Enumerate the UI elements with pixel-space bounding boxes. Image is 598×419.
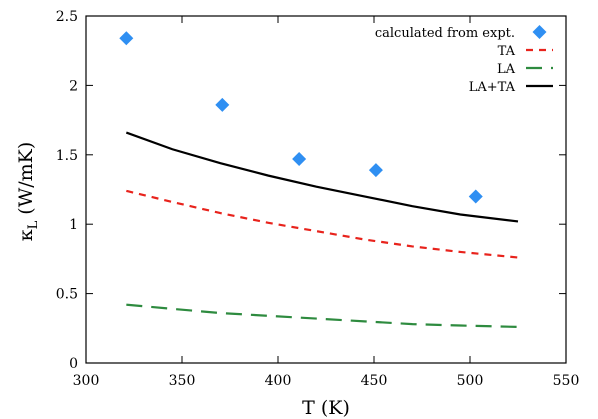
series-line-2 xyxy=(126,303,519,329)
legend-label-1: TA xyxy=(498,44,516,59)
y-axis-unit: (W/mK) xyxy=(15,142,37,221)
data-point-411 xyxy=(292,151,307,166)
y-axis-symbol: κ xyxy=(15,229,37,241)
plot-frame xyxy=(85,15,567,364)
legend-label-3: LA+TA xyxy=(469,80,516,95)
x-tick-label-300: 300 xyxy=(73,373,100,389)
y-axis-title: κL (W/mK) xyxy=(15,142,41,242)
data-point-451 xyxy=(368,163,383,178)
x-tick-label-400: 400 xyxy=(265,373,292,389)
x-tick-labels: 300 350 400 450 500 550 xyxy=(73,373,580,389)
y-tick-label-1: 1 xyxy=(69,217,78,233)
legend-label-2: LA xyxy=(497,62,516,77)
legend-swatch-0 xyxy=(532,25,547,39)
y-tick-label-2: 2 xyxy=(69,78,78,94)
x-tick-label-550: 550 xyxy=(553,373,580,389)
y-tick-label-1.5: 1.5 xyxy=(56,148,78,164)
y-axis-subscript: L xyxy=(26,220,41,229)
y-tick-label-2.5: 2.5 xyxy=(56,9,78,25)
y-tick-label-0.5: 0.5 xyxy=(56,287,78,303)
series-line-3 xyxy=(125,131,519,223)
x-tick-label-450: 450 xyxy=(361,373,388,389)
x-axis-title: T (K) xyxy=(302,397,350,419)
legend: calculated from expt. TA LA LA+TA xyxy=(375,25,553,95)
plot-series xyxy=(119,31,519,329)
x-tick-label-500: 500 xyxy=(457,373,484,389)
legend-label-0: calculated from expt. xyxy=(375,26,515,41)
series-line-1 xyxy=(126,189,519,259)
y-tick-label-0: 0 xyxy=(69,356,78,372)
data-point-371 xyxy=(215,97,230,112)
data-point-503 xyxy=(468,189,483,204)
y-tick-labels: 0 0.5 1 1.5 2 2.5 xyxy=(56,9,78,372)
x-tick-label-350: 350 xyxy=(169,373,196,389)
data-point-321 xyxy=(119,31,134,46)
